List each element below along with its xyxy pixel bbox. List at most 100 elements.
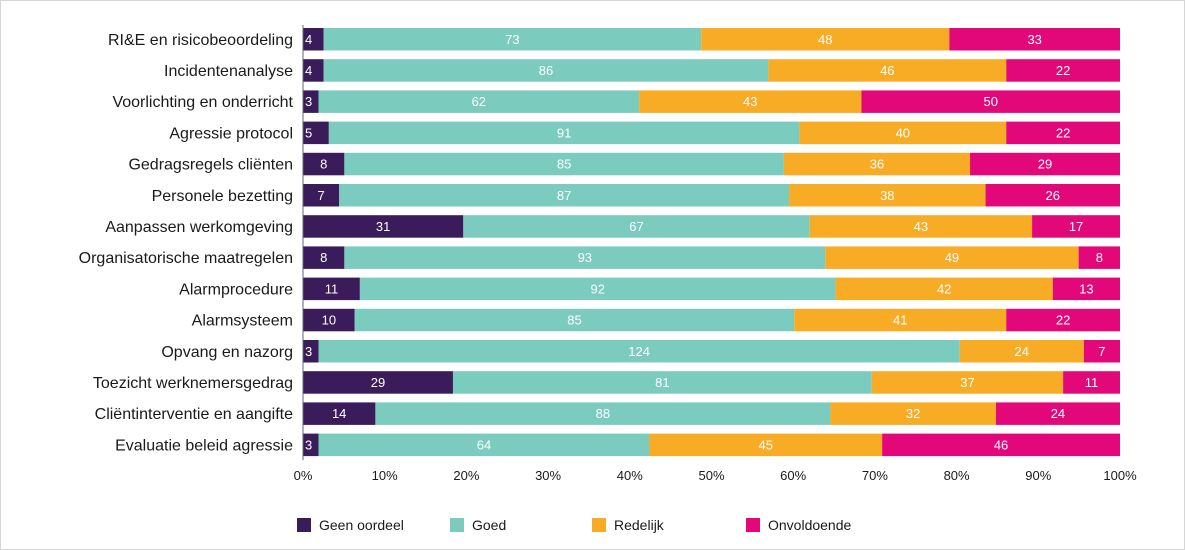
bar-segment: [1063, 371, 1120, 394]
legend-label: Geen oordeel: [319, 517, 404, 533]
bar-row: 7 87 38 26: [303, 184, 1120, 207]
bar-segment: [303, 371, 453, 394]
legend-item: Onvoldoende: [746, 517, 852, 533]
data-label: 81: [655, 375, 669, 390]
bar-segment: [1006, 121, 1120, 145]
data-label: 13: [1079, 281, 1093, 296]
data-label: 3: [305, 437, 312, 452]
bar-segment: [799, 121, 1007, 145]
bar-segment: [809, 215, 1033, 238]
data-label: 62: [472, 94, 486, 109]
data-label: 93: [578, 250, 592, 265]
data-label: 29: [1038, 157, 1052, 172]
x-tick-label: 70%: [862, 468, 888, 483]
data-label: 3: [305, 94, 312, 109]
bar-segment: [701, 28, 950, 51]
bar-segment: [949, 28, 1120, 51]
bar-segment: [328, 121, 800, 145]
category-label: Toezicht werknemersgedrag: [93, 375, 293, 392]
data-label: 36: [870, 157, 884, 172]
category-label: Incidentenanalyse: [164, 63, 293, 80]
data-label: 8: [1096, 250, 1103, 265]
category-label: Agressie protocol: [169, 125, 293, 142]
data-label: 43: [914, 219, 928, 234]
data-label: 7: [317, 188, 324, 203]
bar-row: 14 88 32 24: [303, 402, 1120, 425]
category-label: RI&E en risicobeoordeling: [108, 32, 293, 49]
bar-segment: [344, 152, 784, 176]
bar-segment: [794, 308, 1007, 332]
bar-segment: [985, 184, 1120, 207]
x-tick-label: 90%: [1025, 468, 1051, 483]
bars-layer: 4 73 48 334 86 46 223 62 43 505 91 40 228 85 36 297 87 38…: [303, 28, 1120, 457]
data-label: 24: [1051, 406, 1065, 421]
bar-segment: [318, 433, 650, 457]
legend-swatch: [592, 518, 606, 532]
data-label: 37: [960, 375, 974, 390]
data-label: 85: [557, 157, 571, 172]
bar-row: 29 81 37 11: [303, 371, 1120, 394]
data-label: 41: [893, 313, 907, 328]
data-label: 40: [896, 125, 910, 140]
legend-swatch: [746, 518, 760, 532]
category-label: Gedragsregels cliënten: [128, 157, 293, 174]
bar-segment: [830, 402, 996, 425]
bar-segment: [835, 277, 1053, 301]
data-label: 46: [880, 63, 894, 78]
bar-row: 3 62 43 50: [303, 90, 1120, 113]
category-labels: RI&E en risicobeoordeling Incidentenanaly…: [79, 32, 294, 455]
data-label: 5: [305, 125, 312, 140]
bar-segment: [303, 308, 355, 332]
legend-item: Goed: [450, 517, 506, 533]
bar-row: 4 73 48 33: [303, 28, 1120, 51]
data-label: 42: [937, 281, 951, 296]
bar-segment: [303, 90, 319, 113]
bar-segment: [303, 59, 324, 82]
bar-segment: [318, 340, 960, 363]
bar-segment: [303, 246, 345, 269]
data-label: 31: [376, 219, 390, 234]
data-label: 124: [628, 344, 650, 359]
data-label: 67: [629, 219, 643, 234]
x-tick-label: 60%: [780, 468, 806, 483]
bar-segment: [303, 215, 464, 238]
bar-segment: [768, 59, 1007, 82]
bar-segment: [1006, 308, 1120, 332]
category-label: Evaluatie beleid agressie: [115, 437, 293, 454]
x-tick-label: 100%: [1103, 468, 1137, 483]
data-label: 11: [325, 281, 339, 296]
data-label: 8: [320, 157, 327, 172]
category-label: Organisatorische maatregelen: [79, 250, 293, 267]
category-label: Aanpassen werkomgeving: [105, 219, 293, 236]
x-tick-label: 30%: [535, 468, 561, 483]
data-label: 22: [1056, 125, 1070, 140]
data-label: 3: [305, 344, 312, 359]
bar-segment: [970, 152, 1120, 176]
bar-segment: [649, 433, 883, 457]
bar-segment: [882, 433, 1120, 457]
data-label: 91: [557, 125, 571, 140]
category-label: Voorlichting en onderricht: [112, 94, 293, 111]
bar-segment: [318, 90, 640, 113]
x-tick-label: 80%: [944, 468, 970, 483]
bar-segment: [463, 215, 810, 238]
data-label: 22: [1056, 313, 1070, 328]
legend-label: Redelijk: [614, 517, 665, 533]
data-label: 43: [743, 94, 757, 109]
bar-segment: [303, 277, 360, 301]
x-tick-label: 50%: [698, 468, 724, 483]
bar-segment: [354, 308, 795, 332]
category-label: Cliëntinterventie en aangifte: [95, 406, 293, 423]
legend-swatch: [450, 518, 464, 532]
x-tick-label: 40%: [617, 468, 643, 483]
bar-segment: [344, 246, 826, 269]
category-label: Alarmsysteem: [192, 313, 293, 330]
bar-segment: [323, 59, 769, 82]
data-label: 22: [1056, 63, 1070, 78]
bar-row: 11 92 42 13: [303, 277, 1120, 301]
bar-segment: [339, 184, 790, 207]
data-label: 48: [818, 32, 832, 47]
data-label: 33: [1027, 32, 1041, 47]
